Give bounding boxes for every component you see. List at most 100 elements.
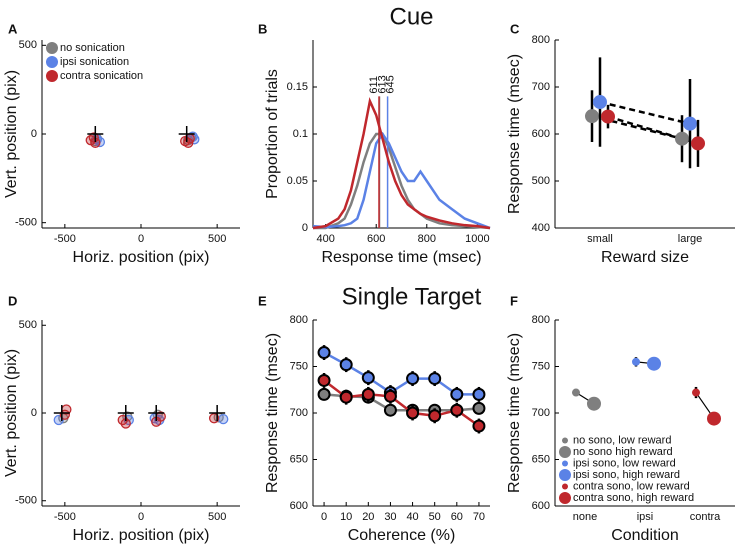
- y-tick-label: 650: [290, 453, 308, 465]
- x-axis-label: Reward size: [601, 249, 689, 266]
- y-tick-label: 0.15: [287, 81, 308, 93]
- x-tick-label: 70: [473, 511, 485, 523]
- line: [312, 131, 491, 230]
- y-tick-label: -500: [15, 217, 37, 229]
- marker: [675, 131, 689, 146]
- legend-label: contra sono, high reward: [573, 492, 694, 504]
- y-tick-label: 700: [532, 407, 550, 419]
- y-axis-label: Response time (msec): [264, 333, 281, 493]
- x-axis-label: Horiz. position (pix): [73, 527, 210, 544]
- connector: [607, 115, 699, 145]
- x-tick-label: 0: [321, 511, 327, 523]
- legend-label: ipsi sono, high reward: [573, 469, 680, 481]
- x-tick-label: 400: [316, 233, 334, 245]
- x-tick-label: large: [678, 233, 702, 245]
- marker: [692, 388, 700, 397]
- connector: [599, 100, 691, 125]
- marker: [339, 390, 353, 404]
- marker: [317, 373, 331, 387]
- y-axis-label: Response time (msec): [506, 333, 523, 493]
- legend-label: ipsi sonication: [60, 56, 129, 68]
- legend-marker: [559, 446, 571, 458]
- panel-letter: A: [8, 21, 18, 36]
- panel-letter: B: [258, 21, 267, 36]
- line: [312, 96, 491, 230]
- x-tick-label: ipsi: [637, 511, 654, 523]
- y-axis-label: Vert. position (pix): [3, 349, 20, 477]
- legend-marker: [562, 437, 568, 444]
- marker: [428, 409, 442, 423]
- marker: [472, 387, 486, 401]
- line: [313, 132, 491, 230]
- legend-label: contra sonication: [60, 70, 143, 82]
- y-tick-label: 800: [532, 34, 550, 46]
- panel-letter: C: [510, 21, 520, 36]
- marker: [587, 396, 601, 411]
- y-tick-label: 0: [31, 128, 37, 140]
- marker: [601, 109, 615, 124]
- y-axis-label: Response time (msec): [506, 54, 523, 214]
- median-label: 611: [368, 76, 380, 94]
- chart-title: Single Target: [342, 283, 482, 310]
- x-axis-label: Response time (msec): [321, 249, 481, 266]
- x-tick-label: 0: [138, 511, 144, 523]
- y-tick-label: 600: [290, 500, 308, 512]
- x-tick-label: small: [587, 233, 613, 245]
- point: [218, 413, 229, 425]
- y-tick-label: 500: [19, 319, 37, 331]
- marker: [691, 136, 705, 151]
- marker: [707, 411, 721, 426]
- y-tick-label: 400: [532, 222, 550, 234]
- y-tick-label: 600: [532, 128, 550, 140]
- marker: [361, 371, 375, 385]
- target: [53, 405, 70, 421]
- x-tick-label: 0: [138, 233, 144, 245]
- legend-label: no sono, low reward: [573, 434, 671, 446]
- marker: [585, 109, 599, 124]
- x-tick-label: 600: [367, 233, 385, 245]
- y-tick-label: 750: [532, 360, 550, 372]
- marker: [647, 356, 661, 371]
- marker: [383, 403, 397, 417]
- x-tick-label: none: [573, 511, 597, 523]
- x-axis-label: Horiz. position (pix): [73, 249, 210, 266]
- marker: [683, 116, 697, 131]
- x-axis-label: Condition: [611, 527, 679, 544]
- legend-label: ipsi sono, low reward: [573, 457, 676, 469]
- marker: [406, 406, 420, 420]
- marker: [361, 387, 375, 401]
- marker: [317, 387, 331, 401]
- legend-marker: [46, 42, 58, 54]
- y-tick-label: 0: [31, 407, 37, 419]
- legend-label: no sonication: [60, 42, 125, 54]
- y-tick-label: 800: [532, 314, 550, 326]
- median-label: 645: [384, 75, 396, 93]
- x-tick-label: 500: [208, 233, 226, 245]
- marker: [593, 95, 607, 110]
- y-tick-label: 600: [532, 500, 550, 512]
- marker: [572, 388, 580, 397]
- panel-letter: E: [258, 293, 267, 308]
- x-tick-label: -500: [54, 511, 76, 523]
- x-tick-label: 10: [340, 511, 352, 523]
- y-axis-label: Vert. position (pix): [3, 70, 20, 198]
- chart-title: Cue: [389, 3, 433, 30]
- marker: [317, 346, 331, 360]
- y-tick-label: 700: [290, 407, 308, 419]
- x-tick-label: -500: [54, 233, 76, 245]
- point: [208, 413, 220, 424]
- target: [148, 405, 165, 421]
- y-tick-label: 0.1: [293, 128, 308, 140]
- legend-label: contra sono, low reward: [573, 480, 690, 492]
- marker: [339, 358, 353, 372]
- y-tick-label: 800: [290, 314, 308, 326]
- legend-marker: [559, 469, 571, 481]
- marker: [472, 419, 486, 433]
- y-tick-label: 700: [532, 81, 550, 93]
- y-tick-label: 500: [532, 175, 550, 187]
- x-tick-label: contra: [690, 511, 721, 523]
- marker: [383, 389, 397, 403]
- y-axis-label: Proportion of trials: [264, 69, 281, 199]
